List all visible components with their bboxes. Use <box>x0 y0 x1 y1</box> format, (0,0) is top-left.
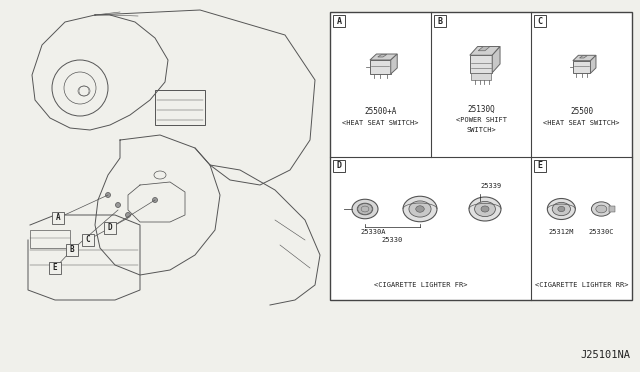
Text: 25339: 25339 <box>480 183 501 189</box>
Ellipse shape <box>357 203 372 215</box>
Bar <box>330 12 632 300</box>
Polygon shape <box>579 56 587 58</box>
Ellipse shape <box>481 206 489 212</box>
Bar <box>49 262 61 274</box>
Bar <box>66 244 78 256</box>
Text: D: D <box>108 224 112 232</box>
Ellipse shape <box>558 206 565 212</box>
Text: 25330A: 25330A <box>360 229 385 235</box>
Ellipse shape <box>469 197 501 221</box>
Bar <box>333 160 345 172</box>
Text: 25500: 25500 <box>570 107 593 116</box>
Ellipse shape <box>409 201 431 217</box>
Text: C: C <box>538 16 543 26</box>
Text: <HEAT SEAT SWITCH>: <HEAT SEAT SWITCH> <box>543 120 620 126</box>
Polygon shape <box>370 54 397 60</box>
Text: E: E <box>538 161 543 170</box>
Text: A: A <box>56 214 60 222</box>
Text: E: E <box>52 263 58 273</box>
Text: 25330C: 25330C <box>589 229 614 235</box>
Ellipse shape <box>547 199 575 219</box>
Text: D: D <box>337 161 342 170</box>
Bar <box>30 230 70 248</box>
Text: B: B <box>70 246 74 254</box>
Polygon shape <box>378 54 387 57</box>
Ellipse shape <box>352 199 378 219</box>
Polygon shape <box>573 55 596 61</box>
Polygon shape <box>391 54 397 74</box>
Polygon shape <box>470 46 500 55</box>
Bar <box>534 15 547 27</box>
Polygon shape <box>478 46 490 51</box>
Bar <box>370 60 391 74</box>
Polygon shape <box>492 46 500 73</box>
Ellipse shape <box>591 202 611 216</box>
Text: <POWER SHIFT: <POWER SHIFT <box>456 117 506 123</box>
Text: C: C <box>86 235 90 244</box>
Ellipse shape <box>552 202 570 216</box>
Bar <box>333 15 345 27</box>
Bar <box>609 206 615 212</box>
Ellipse shape <box>475 201 495 217</box>
Bar <box>534 160 547 172</box>
Bar <box>82 234 94 246</box>
Bar <box>471 73 491 80</box>
Text: <CIGARETTE LIGHTER RR>: <CIGARETTE LIGHTER RR> <box>535 282 628 288</box>
Text: B: B <box>437 16 442 26</box>
Bar <box>573 61 591 73</box>
Bar <box>470 55 492 73</box>
Bar <box>52 212 64 224</box>
Circle shape <box>106 192 111 198</box>
Bar <box>104 222 116 234</box>
Text: A: A <box>337 16 342 26</box>
Text: SWITCH>: SWITCH> <box>466 127 496 133</box>
Text: 25130Q: 25130Q <box>467 105 495 114</box>
Bar <box>434 15 445 27</box>
Circle shape <box>152 198 157 202</box>
Text: 25500+A: 25500+A <box>364 107 397 116</box>
Ellipse shape <box>403 196 437 222</box>
Text: 25312M: 25312M <box>548 229 574 235</box>
Text: 25330: 25330 <box>382 237 403 243</box>
Ellipse shape <box>596 205 607 213</box>
Ellipse shape <box>416 206 424 212</box>
Circle shape <box>115 202 120 208</box>
Text: <CIGARETTE LIGHTER FR>: <CIGARETTE LIGHTER FR> <box>374 282 467 288</box>
Text: <HEAT SEAT SWITCH>: <HEAT SEAT SWITCH> <box>342 120 419 126</box>
Bar <box>155 90 205 125</box>
Polygon shape <box>591 55 596 73</box>
Text: J25101NA: J25101NA <box>580 350 630 360</box>
Circle shape <box>125 212 131 218</box>
